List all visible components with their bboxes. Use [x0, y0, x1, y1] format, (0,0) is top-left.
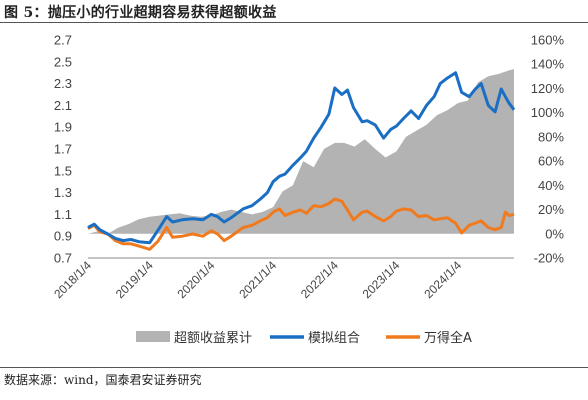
- figure-title: 图 5：抛压小的行业超期容易获得超额收益: [4, 5, 277, 21]
- x-ticks: 2018/1/4 2019/1/4 2020/1/4 2021/1/4 2022/1/4…: [51, 258, 464, 301]
- series-portfolio-line: [87, 71, 516, 245]
- y-left-tick-label: 0.7: [54, 251, 72, 266]
- legend-portfolio: 模拟组合: [270, 331, 360, 346]
- y-left-tick-label: 1.9: [54, 120, 72, 135]
- x-tick-label: 2024/1/4: [421, 258, 464, 301]
- series-wind-a-line: [87, 197, 515, 251]
- y-right-tick-label: 80%: [538, 129, 564, 144]
- y-right-tick-label: 60%: [538, 154, 564, 169]
- legend: 超额收益累计 模拟组合 万得全A: [136, 330, 472, 346]
- x-tick-label: 2020/1/4: [174, 258, 217, 301]
- x-tick-label: 2021/1/4: [236, 258, 279, 301]
- y-right-ticks: 160% 140% 120% 100% 80% 60% 40% 20% 0% -20%: [531, 33, 565, 266]
- y-right-tick-label: 120%: [531, 81, 565, 96]
- y-left-tick-label: 0.9: [54, 229, 72, 244]
- bottom-rule: [0, 367, 588, 368]
- y-left-tick-label: 2.7: [54, 33, 72, 48]
- source-note: 数据来源：wind，国泰君安证券研究: [4, 373, 202, 387]
- y-right-tick-label: 20%: [538, 202, 564, 217]
- y-right-tick-label: -20%: [534, 251, 565, 266]
- x-tick-label: 2023/1/4: [360, 258, 403, 301]
- x-tick-label: 2022/1/4: [298, 258, 341, 301]
- x-tick-label: 2019/1/4: [113, 258, 156, 301]
- y-left-tick-label: 1.5: [54, 163, 72, 178]
- excess-area-layer: [88, 69, 514, 234]
- legend-swatch: [136, 331, 170, 342]
- y-left-ticks: 2.7 2.5 2.3 2.1 1.9 1.7 1.5 1.3 1.1 0.9 0.7: [54, 33, 72, 266]
- y-right-tick-label: 140%: [531, 57, 565, 72]
- legend-excess: 超额收益累计: [136, 331, 252, 346]
- y-right-tick-label: 40%: [538, 178, 564, 193]
- line-layer: [87, 71, 516, 251]
- y-left-tick-label: 1.1: [54, 207, 72, 222]
- series-excess-area: [88, 69, 514, 234]
- y-left-tick-label: 2.3: [54, 76, 72, 91]
- y-right-tick-label: 160%: [531, 33, 565, 48]
- y-left-tick-label: 2.1: [54, 98, 72, 113]
- legend-wind-a: 万得全A: [386, 330, 472, 346]
- legend-label: 万得全A: [424, 330, 472, 346]
- y-right-tick-label: 100%: [531, 105, 565, 120]
- legend-label: 超额收益累计: [174, 331, 252, 346]
- y-left-tick-label: 2.5: [54, 54, 72, 69]
- y-left-tick-label: 1.3: [54, 185, 72, 200]
- y-left-tick-label: 1.7: [54, 142, 72, 157]
- y-right-tick-label: 0%: [545, 226, 564, 241]
- legend-label: 模拟组合: [308, 331, 360, 346]
- top-rule: [0, 22, 588, 23]
